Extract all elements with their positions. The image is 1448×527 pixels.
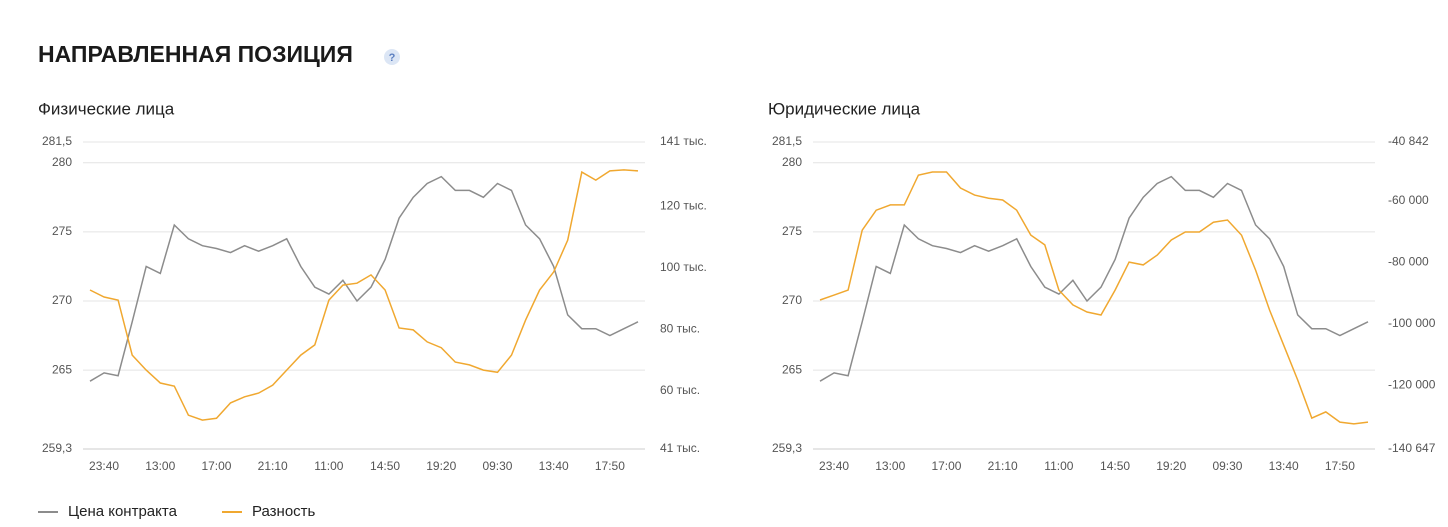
x-tick-label: 13:00 [875,459,905,473]
x-tick-label: 23:40 [819,459,849,473]
x-tick-label: 21:10 [988,459,1018,473]
series-line [89,175,639,382]
series-line [819,171,1369,425]
y-tick-label: 281,5 [772,134,802,148]
y2-tick-label: 41 тыс. [660,441,700,455]
y2-tick-label: 100 тыс. [660,260,707,274]
x-tick-label: 13:00 [145,459,175,473]
y2-tick-label: -40 842 [1388,134,1429,148]
y2-tick-label: -140 647 [1388,441,1436,455]
y-tick-label: 259,3 [42,441,72,455]
x-tick-label: 21:10 [258,459,288,473]
x-tick-label: 11:00 [1044,459,1073,473]
x-tick-label: 23:40 [89,459,119,473]
x-tick-label: 19:20 [1156,459,1186,473]
y-tick-label: 281,5 [42,134,72,148]
y-tick-label: 265 [52,362,72,376]
x-tick-label: 13:40 [539,459,569,473]
help-icon[interactable] [384,49,400,65]
y-tick-label: 270 [782,293,802,307]
y2-tick-label: 60 тыс. [660,383,700,397]
x-tick-label: 11:00 [314,459,343,473]
x-tick-label: 17:50 [1325,459,1355,473]
chart-subtitle: Физические лица [38,99,175,118]
x-tick-label: 17:00 [201,459,231,473]
y-tick-label: 259,3 [772,441,802,455]
page-title: НАПРАВЛЕННАЯ ПОЗИЦИЯ [38,41,353,67]
series-line [819,175,1369,382]
legend-label[interactable]: Цена контракта [68,503,178,520]
y2-tick-label: -120 000 [1388,378,1436,392]
x-tick-label: 09:30 [482,459,512,473]
y2-tick-label: 80 тыс. [660,321,700,335]
x-tick-label: 13:40 [1269,459,1299,473]
legend-label[interactable]: Разность [252,503,316,520]
x-tick-label: 17:00 [931,459,961,473]
x-tick-label: 14:50 [1100,459,1130,473]
y-tick-label: 280 [52,155,72,169]
series-line [89,169,639,421]
x-tick-label: 19:20 [426,459,456,473]
y-tick-label: 265 [782,362,802,376]
x-tick-label: 14:50 [370,459,400,473]
y-tick-label: 270 [52,293,72,307]
y-tick-label: 275 [782,224,802,238]
help-icon-text[interactable]: ? [389,52,396,64]
y-tick-label: 275 [52,224,72,238]
x-tick-label: 09:30 [1212,459,1242,473]
y2-tick-label: -100 000 [1388,316,1436,330]
x-tick-label: 17:50 [595,459,625,473]
y2-tick-label: -60 000 [1388,193,1429,207]
chart-subtitle: Юридические лица [768,99,921,118]
y-tick-label: 280 [782,155,802,169]
y2-tick-label: 141 тыс. [660,134,707,148]
y2-tick-label: -80 000 [1388,255,1429,269]
y2-tick-label: 120 тыс. [660,199,707,213]
